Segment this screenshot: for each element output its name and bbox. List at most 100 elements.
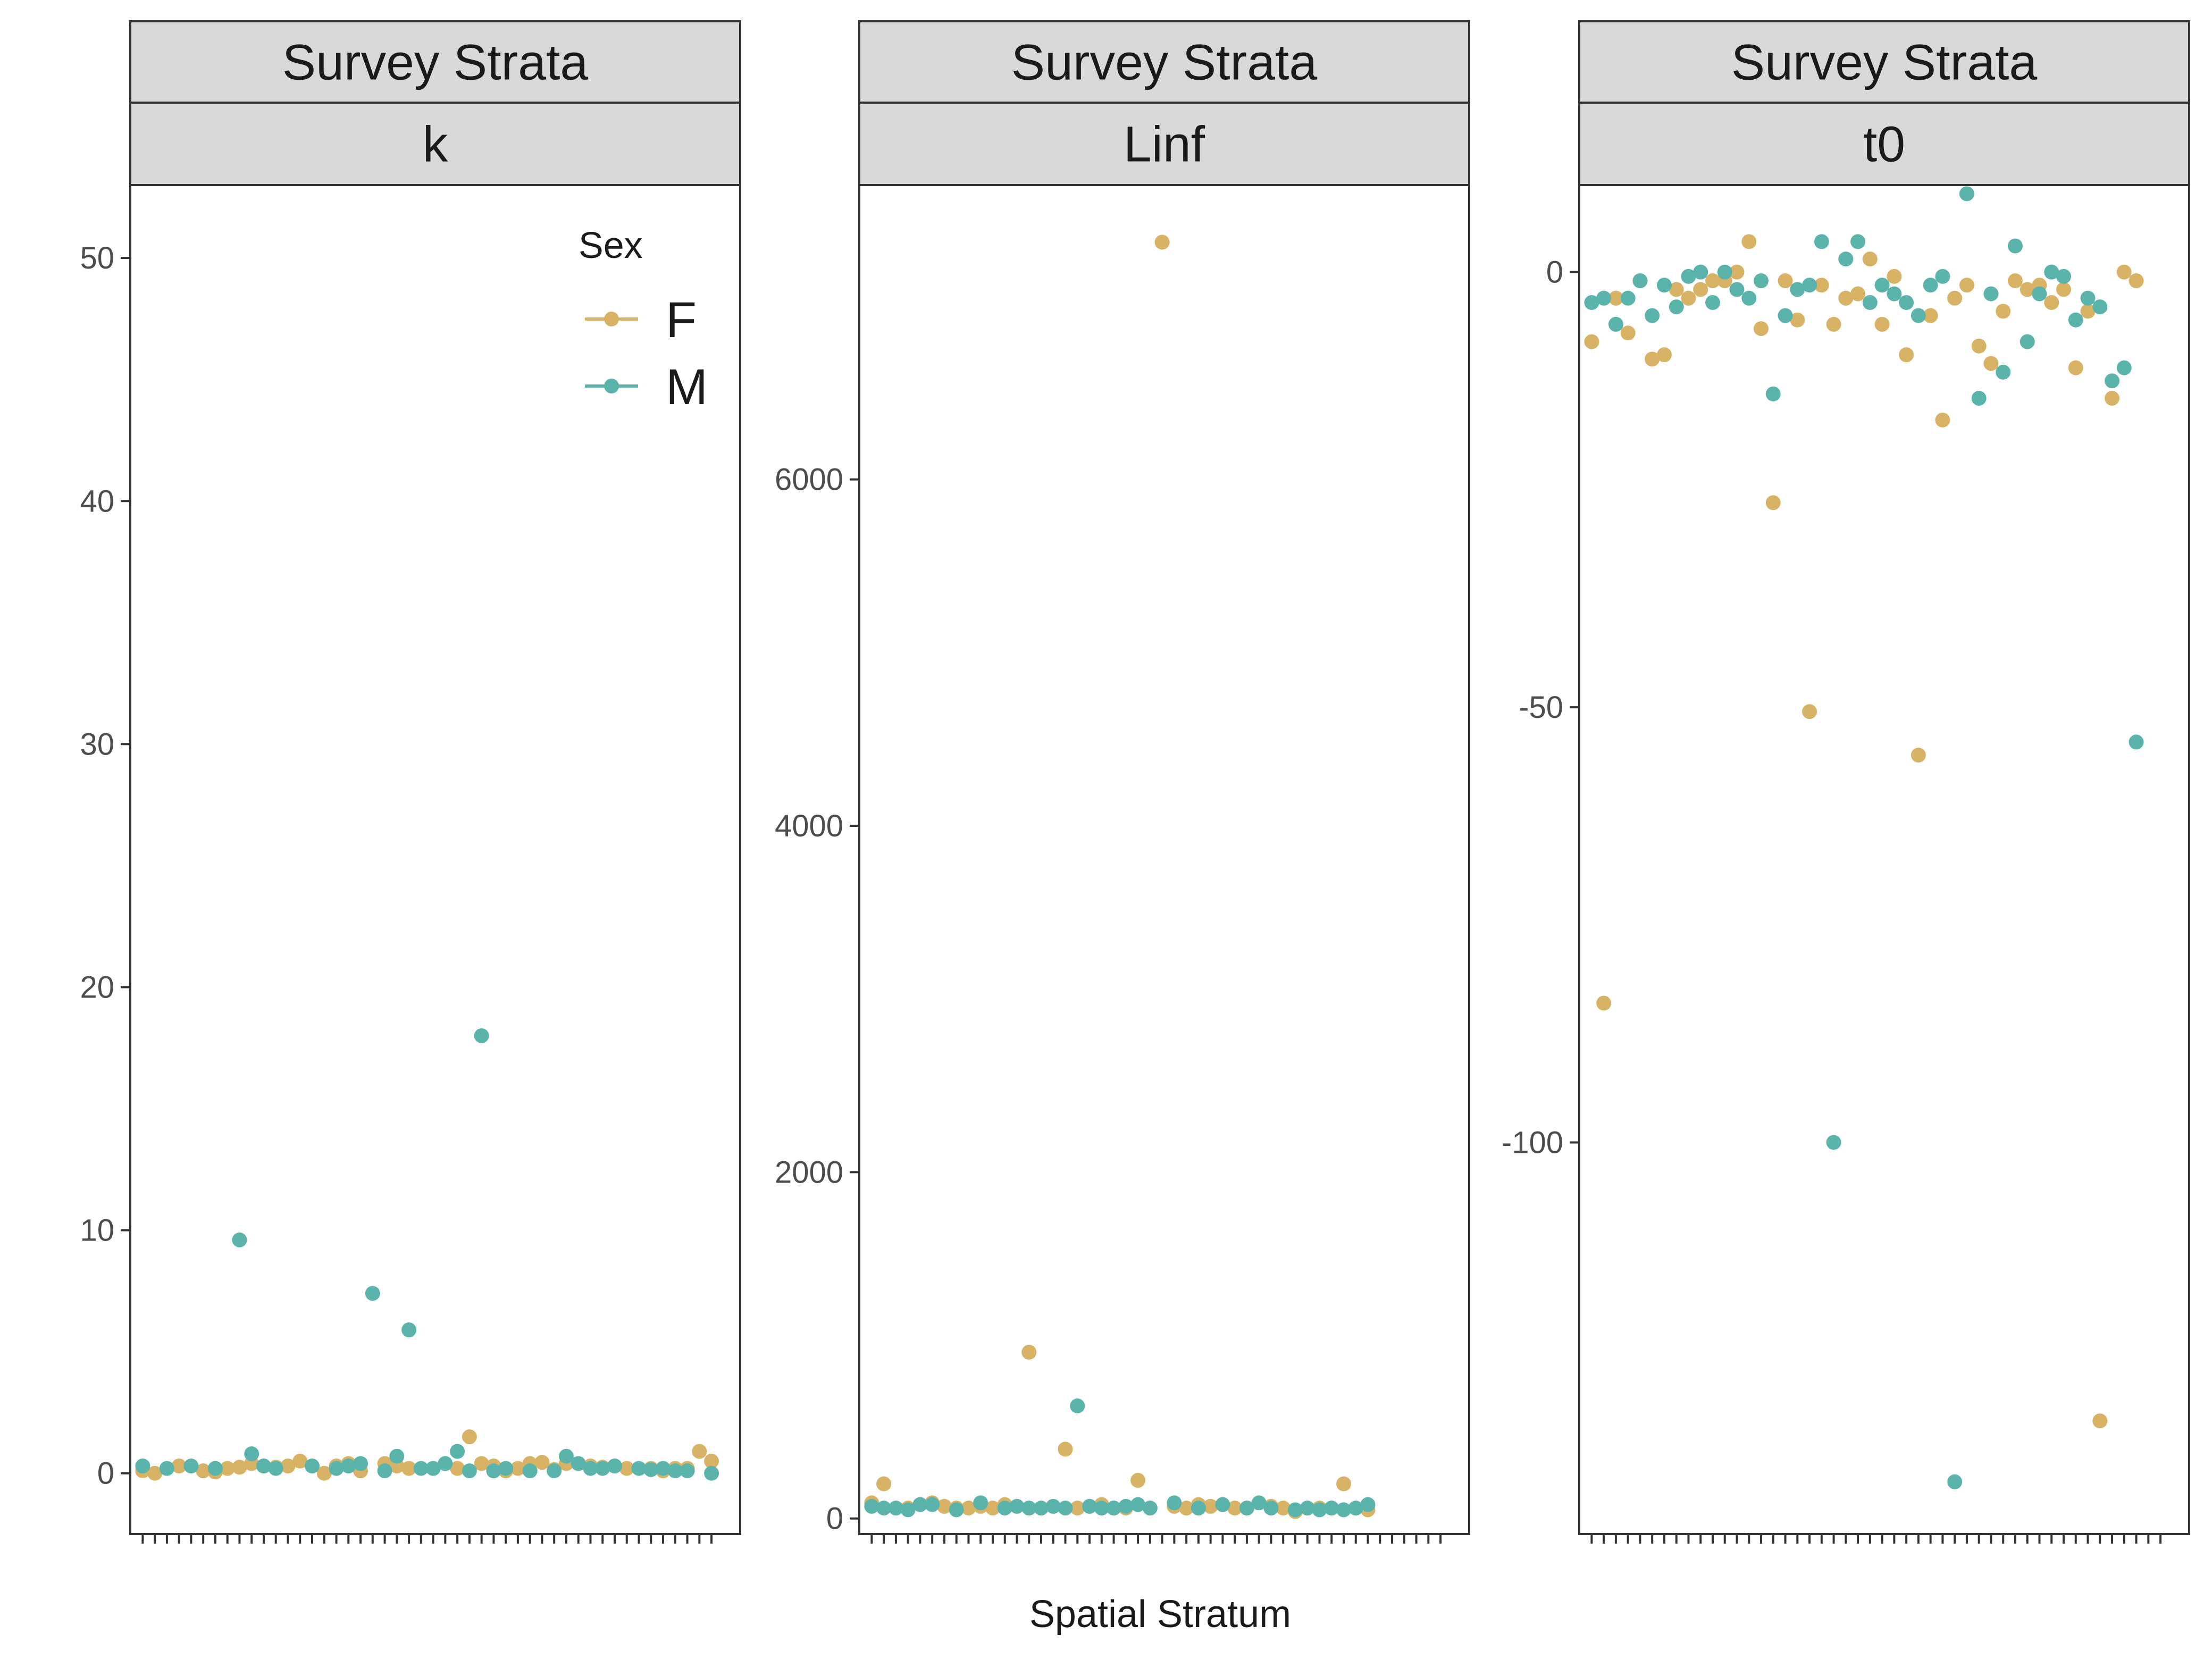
data-point-M	[997, 1501, 1012, 1516]
data-point-M	[667, 1463, 683, 1479]
data-point-F	[1838, 290, 1854, 306]
data-point-M	[1959, 186, 1974, 202]
data-point-M	[389, 1448, 405, 1464]
y-tick-label: 0	[1546, 255, 1563, 290]
data-point-F	[2129, 273, 2144, 289]
data-point-M	[2044, 264, 2059, 280]
data-point-M	[1778, 308, 1793, 323]
data-point-F	[704, 1453, 719, 1469]
strip-top-label: Survey Strata	[1731, 35, 2038, 91]
data-point-F	[1765, 495, 1781, 510]
data-point-M	[1754, 273, 1769, 289]
data-point-M	[1838, 252, 1854, 267]
data-point-F	[401, 1461, 417, 1476]
data-point-F	[147, 1465, 163, 1481]
data-point-M	[462, 1463, 477, 1479]
data-point-M	[1584, 295, 1599, 310]
data-point-F	[316, 1465, 332, 1481]
data-point-M	[1874, 278, 1890, 293]
y-tick-label: 0	[97, 1456, 114, 1491]
data-point-M	[2020, 334, 2035, 349]
data-point-M	[413, 1461, 429, 1476]
strip-bottom-background	[858, 102, 1470, 186]
data-point-M	[1620, 290, 1636, 306]
data-point-F	[510, 1461, 525, 1476]
data-point-M	[1923, 278, 1938, 293]
legend-key-point	[604, 312, 619, 326]
data-point-M	[571, 1456, 586, 1471]
panel-k: Survey Strata k 0 10 20 30 40 50	[80, 20, 741, 1544]
data-point-M	[1681, 269, 1696, 284]
data-point-M	[1312, 1502, 1327, 1518]
data-point-M	[704, 1465, 719, 1481]
y-tick-label: 0	[826, 1502, 843, 1536]
data-point-M	[1911, 308, 1926, 323]
data-point-F	[1862, 252, 1878, 267]
data-point-F	[474, 1456, 489, 1471]
data-point-M	[1263, 1501, 1279, 1516]
data-point-M	[1021, 1501, 1037, 1516]
data-point-M	[1862, 295, 1878, 310]
data-point-M	[973, 1495, 988, 1511]
data-point-F	[450, 1461, 465, 1476]
strip-bottom-label: k	[423, 116, 448, 173]
data-point-M	[1996, 364, 2011, 380]
y-tick-label: 40	[80, 484, 114, 518]
data-point-M	[1741, 290, 1757, 306]
data-point-M	[1045, 1498, 1061, 1514]
data-point-F	[1790, 312, 1805, 328]
data-point-M	[2116, 360, 2132, 375]
data-point-F	[1669, 282, 1684, 297]
data-point-M	[1009, 1498, 1025, 1514]
data-point-F	[1227, 1501, 1243, 1516]
facet-panels: Survey Strata k 0 10 20 30 40 50 Survey Strata Li…	[80, 20, 2190, 1544]
data-point-F	[534, 1455, 550, 1470]
data-point-F	[2068, 360, 2083, 375]
data-point-F	[876, 1476, 892, 1492]
data-point-F	[1899, 347, 1914, 363]
data-point-F	[220, 1461, 235, 1476]
legend-title: Sex	[579, 224, 643, 266]
data-point-M	[2007, 238, 2023, 254]
data-point-F	[232, 1460, 247, 1475]
data-point-M	[1656, 278, 1672, 293]
data-point-F	[1596, 995, 1612, 1011]
data-point-M	[2056, 269, 2071, 284]
series-M	[1584, 186, 2144, 1489]
data-point-M	[1058, 1501, 1073, 1516]
data-point-F	[1802, 704, 1817, 719]
data-point-M	[1971, 391, 1987, 406]
data-point-F	[1645, 351, 1660, 367]
data-point-M	[2105, 373, 2120, 389]
data-point-F	[1336, 1476, 1351, 1492]
y-tick-label: 30	[80, 727, 114, 761]
data-point-F	[985, 1501, 1000, 1516]
data-point-M	[631, 1461, 647, 1476]
data-point-M	[925, 1497, 940, 1512]
data-point-F	[2007, 273, 2023, 289]
data-point-F	[1947, 290, 1963, 306]
data-point-M	[1360, 1497, 1376, 1512]
legend: Sex FM	[579, 224, 708, 415]
data-point-M	[888, 1501, 903, 1516]
data-point-M	[1106, 1501, 1121, 1516]
data-point-F	[1276, 1501, 1291, 1516]
data-point-M	[1935, 269, 1950, 284]
strip-top-background	[129, 20, 741, 104]
data-point-F	[1826, 316, 1841, 332]
data-point-M	[207, 1461, 223, 1476]
data-point-F	[1620, 325, 1636, 341]
data-point-M	[1215, 1497, 1230, 1512]
y-tick-label: 6000	[775, 463, 843, 497]
data-point-F	[1983, 356, 1999, 371]
data-point-M	[438, 1456, 453, 1471]
data-point-F	[961, 1501, 976, 1516]
legend-entry-M: M	[585, 359, 708, 415]
data-point-F	[1130, 1473, 1146, 1488]
data-point-M	[643, 1462, 659, 1477]
data-point-F	[196, 1463, 211, 1479]
data-point-F	[1754, 321, 1769, 337]
data-point-M	[607, 1459, 622, 1474]
data-point-M	[377, 1463, 392, 1479]
legend-entry-F: F	[585, 292, 697, 348]
